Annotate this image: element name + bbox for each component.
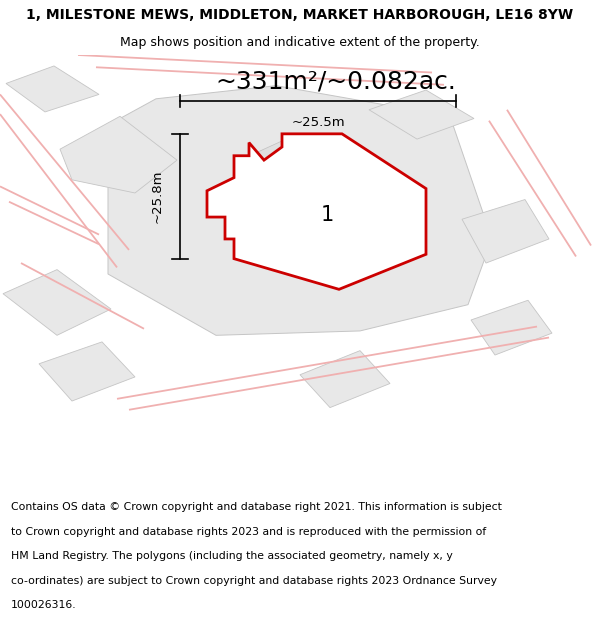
Text: Contains OS data © Crown copyright and database right 2021. This information is : Contains OS data © Crown copyright and d… <box>11 503 502 512</box>
Polygon shape <box>300 351 390 408</box>
Text: ~25.8m: ~25.8m <box>151 169 164 223</box>
Text: 1, MILESTONE MEWS, MIDDLETON, MARKET HARBOROUGH, LE16 8YW: 1, MILESTONE MEWS, MIDDLETON, MARKET HAR… <box>26 8 574 22</box>
Polygon shape <box>39 342 135 401</box>
Text: 1: 1 <box>320 205 334 225</box>
Polygon shape <box>471 300 552 355</box>
Text: ~25.5m: ~25.5m <box>291 116 345 129</box>
Text: ~331m²/~0.082ac.: ~331m²/~0.082ac. <box>215 69 457 93</box>
Text: HM Land Registry. The polygons (including the associated geometry, namely x, y: HM Land Registry. The polygons (includin… <box>11 551 452 561</box>
Polygon shape <box>3 269 111 336</box>
Polygon shape <box>108 86 492 336</box>
Text: Map shows position and indicative extent of the property.: Map shows position and indicative extent… <box>120 36 480 49</box>
Polygon shape <box>240 138 402 274</box>
Text: co-ordinates) are subject to Crown copyright and database rights 2023 Ordnance S: co-ordinates) are subject to Crown copyr… <box>11 576 497 586</box>
Polygon shape <box>60 116 177 193</box>
Polygon shape <box>6 66 99 112</box>
Polygon shape <box>369 90 474 139</box>
Polygon shape <box>462 199 549 263</box>
Text: 100026316.: 100026316. <box>11 600 76 610</box>
Polygon shape <box>207 134 426 289</box>
Text: to Crown copyright and database rights 2023 and is reproduced with the permissio: to Crown copyright and database rights 2… <box>11 527 486 537</box>
